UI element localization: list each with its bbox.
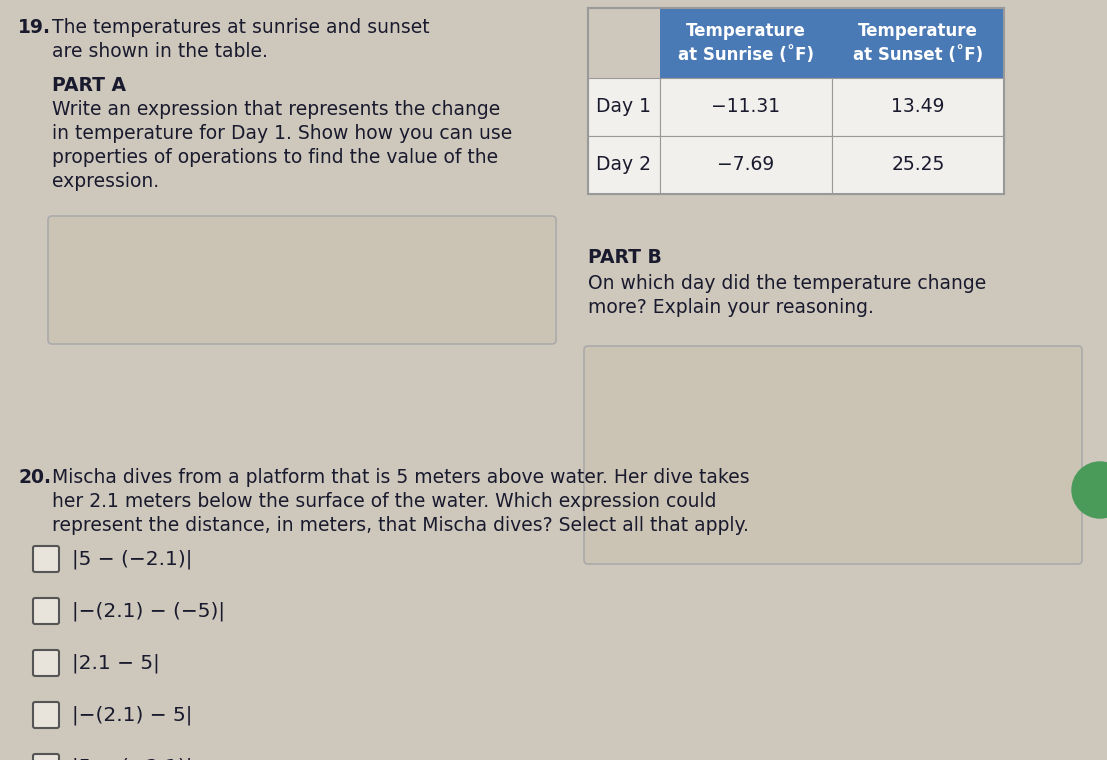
FancyBboxPatch shape [33,546,59,572]
Text: Write an expression that represents the change: Write an expression that represents the … [52,100,500,119]
FancyBboxPatch shape [33,650,59,676]
Text: Day 1: Day 1 [597,97,652,116]
Text: Temperature
at Sunset (˚F): Temperature at Sunset (˚F) [852,22,983,64]
Text: On which day did the temperature change: On which day did the temperature change [588,274,986,293]
Bar [660,136,832,194]
Text: |−(2.1) − (−5)|: |−(2.1) − (−5)| [72,601,225,621]
Text: Day 2: Day 2 [597,156,652,175]
Text: 20.: 20. [18,468,51,487]
Text: Mischa dives from a platform that is 5 meters above water. Her dive takes: Mischa dives from a platform that is 5 m… [52,468,749,487]
Bar [588,136,660,194]
Text: her 2.1 meters below the surface of the water. Which expression could: her 2.1 meters below the surface of the … [52,492,716,511]
Text: 13.49: 13.49 [891,97,944,116]
FancyBboxPatch shape [33,702,59,728]
Text: in temperature for Day 1. Show how you can use: in temperature for Day 1. Show how you c… [52,124,513,143]
Text: 19.: 19. [18,18,51,37]
Text: −7.69: −7.69 [717,156,775,175]
Text: expression.: expression. [52,172,159,191]
Bar [660,8,1004,78]
Text: |5 − (−2.1)|: |5 − (−2.1)| [72,549,193,568]
FancyBboxPatch shape [584,346,1082,564]
Bar [832,136,1004,194]
Circle shape [1072,462,1107,518]
Text: |2.1 − 5|: |2.1 − 5| [72,654,159,673]
Bar [832,78,1004,136]
Bar [588,78,660,136]
Text: 25.25: 25.25 [891,156,944,175]
Bar [588,8,1004,194]
Text: more? Explain your reasoning.: more? Explain your reasoning. [588,298,873,317]
Text: represent the distance, in meters, that Mischa dives? Select all that apply.: represent the distance, in meters, that … [52,516,748,535]
Bar [660,78,832,136]
Text: |5 + (−2.1)|: |5 + (−2.1)| [72,757,193,760]
Text: −11.31: −11.31 [712,97,780,116]
Text: PART B: PART B [588,248,662,267]
Text: properties of operations to find the value of the: properties of operations to find the val… [52,148,498,167]
Text: PART A: PART A [52,76,126,95]
Text: The temperatures at sunrise and sunset: The temperatures at sunrise and sunset [52,18,430,37]
FancyBboxPatch shape [48,216,556,344]
Text: Temperature
at Sunrise (˚F): Temperature at Sunrise (˚F) [677,22,814,64]
Text: are shown in the table.: are shown in the table. [52,42,268,61]
FancyBboxPatch shape [33,754,59,760]
FancyBboxPatch shape [33,598,59,624]
Text: |−(2.1) − 5|: |−(2.1) − 5| [72,705,193,725]
